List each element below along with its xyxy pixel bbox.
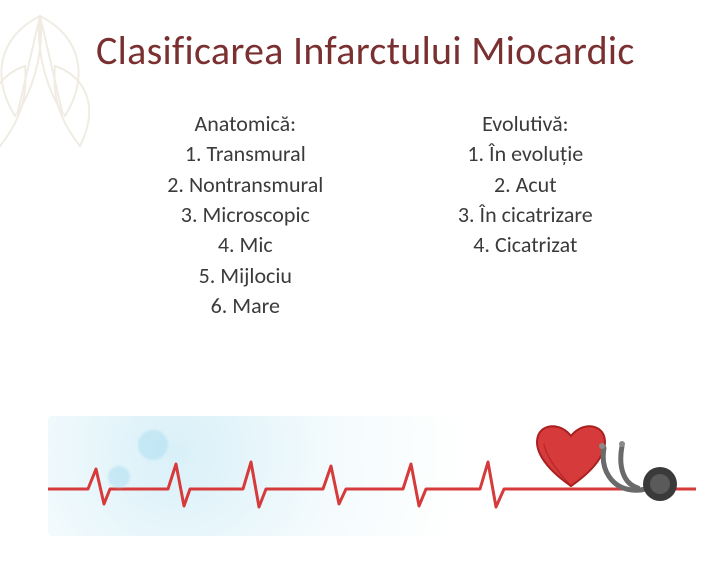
list-item: 2. Nontransmural [167, 170, 323, 200]
list-item: 1. Transmural [167, 139, 323, 169]
column-heading: Anatomică: [167, 109, 323, 139]
list-item: 4. Mic [167, 230, 323, 260]
stethoscope-icon [594, 440, 684, 530]
column-heading: Evolutivă: [458, 109, 593, 139]
list-item: 4. Cicatrizat [458, 230, 593, 260]
list-item: 6. Mare [167, 291, 323, 321]
column-evolutiva: Evolutivă: 1. În evoluție 2. Acut 3. În … [458, 109, 593, 322]
list-item: 1. În evoluție [458, 139, 593, 169]
list-item: 3. În cicatrizare [458, 200, 593, 230]
ecg-graphic [48, 416, 696, 536]
page-title: Clasificarea Infarctului Miocardic [96, 26, 702, 75]
classification-columns: Anatomică: 1. Transmural 2. Nontransmura… [0, 109, 720, 322]
column-anatomica: Anatomică: 1. Transmural 2. Nontransmura… [167, 109, 323, 322]
list-item: 3. Microscopic [167, 200, 323, 230]
list-item: 5. Mijlociu [167, 261, 323, 291]
list-item: 2. Acut [458, 170, 593, 200]
